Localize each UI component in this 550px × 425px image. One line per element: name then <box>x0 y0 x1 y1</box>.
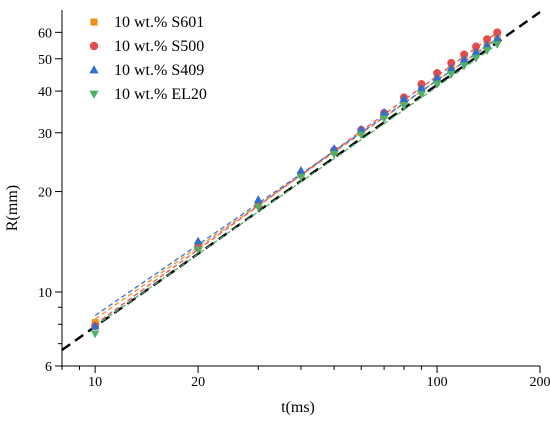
series-fit-line-2 <box>94 31 498 325</box>
x-tick-label: 200 <box>530 375 550 390</box>
legend-marker-1 <box>90 18 98 26</box>
data-point-s4 <box>329 150 339 159</box>
y-tick-label: 6 <box>45 360 52 375</box>
data-point-s3 <box>471 47 481 56</box>
y-tick-label: 40 <box>38 85 52 100</box>
data-point-s3 <box>459 54 469 63</box>
data-point-s3 <box>193 236 203 245</box>
data-point-s3 <box>356 124 366 133</box>
data-point-s3 <box>296 166 306 174</box>
legend-label-4: 10 wt.% EL20 <box>114 86 207 103</box>
data-point-s3 <box>492 33 502 42</box>
x-tick-label: 10 <box>88 375 102 390</box>
legend: 10 wt.% S601 10 wt.% S500 10 wt.% S409 10 w… <box>89 14 207 103</box>
legend-label-3: 10 wt.% S409 <box>114 62 204 79</box>
data-point-s2 <box>460 50 469 59</box>
data-point-s4 <box>399 102 409 111</box>
data-point-s4 <box>446 70 456 79</box>
x-tick-label: 20 <box>191 375 205 390</box>
data-point-s3 <box>399 94 409 103</box>
y-tick-label: 10 <box>38 286 52 301</box>
legend-label-1: 10 wt.% S601 <box>114 14 204 31</box>
data-point-s4 <box>253 203 263 212</box>
data-point-s3 <box>379 107 389 116</box>
series-fit-line-3 <box>94 38 498 317</box>
legend-label-2: 10 wt.% S500 <box>114 38 204 55</box>
data-point-s4 <box>492 40 502 49</box>
data-point-s4 <box>459 62 469 71</box>
data-point-s3 <box>329 143 339 152</box>
series-fit-line-1 <box>94 37 498 320</box>
data-point-s2 <box>447 58 456 67</box>
data-point-s4 <box>90 330 100 339</box>
x-axis-title: t(ms) <box>281 399 315 416</box>
data-point-s4 <box>193 246 203 255</box>
y-axis-title: R(mm) <box>4 185 21 231</box>
legend-marker-4 <box>89 90 99 99</box>
grid-and-plot: 10 20 100 200 6 10 20 30 40 50 60 <box>38 10 550 390</box>
data-point-s3 <box>446 63 456 72</box>
y-tick-label: 20 <box>38 186 52 201</box>
legend-marker-3 <box>89 65 99 74</box>
data-point-s2 <box>493 28 502 37</box>
y-tick-label: 50 <box>38 53 52 68</box>
legend-marker-2 <box>89 41 99 51</box>
data-point-s2 <box>483 35 492 44</box>
data-point-s4 <box>356 131 366 140</box>
data-point-s4 <box>417 90 426 99</box>
data-point-s4 <box>482 47 492 55</box>
data-point-s3 <box>253 195 263 203</box>
data-point-s4 <box>471 54 481 63</box>
data-point-s3 <box>417 83 426 92</box>
data-point-s4 <box>296 173 306 182</box>
data-point-s3 <box>90 321 100 330</box>
series-fit-line-4 <box>94 43 498 327</box>
data-point-s2 <box>472 42 481 51</box>
y-tick-label: 60 <box>38 26 52 41</box>
data-point-s4 <box>379 115 389 124</box>
data-point-s3 <box>482 40 492 49</box>
x-tick-label: 100 <box>427 375 448 390</box>
data-point-s4 <box>432 80 442 89</box>
data-point-s3 <box>432 73 442 81</box>
y-tick-label: 30 <box>38 127 52 142</box>
